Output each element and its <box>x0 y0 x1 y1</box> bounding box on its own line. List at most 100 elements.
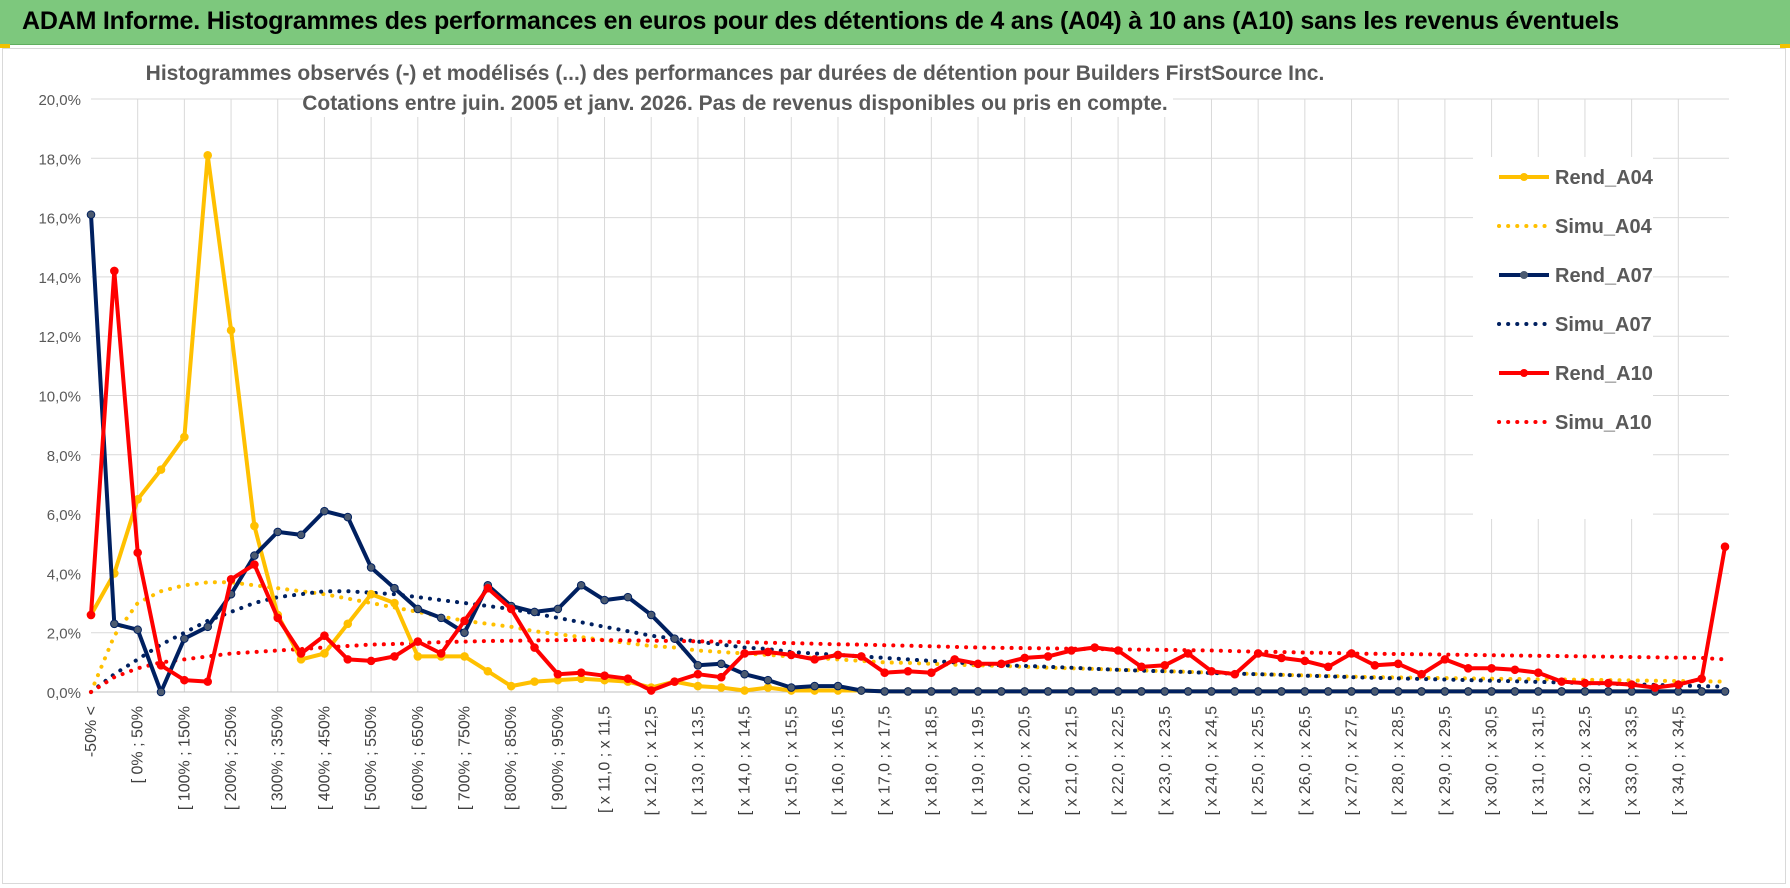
data-point-rend-a04 <box>390 598 399 608</box>
data-point-rend-a04 <box>366 589 376 599</box>
x-tick-label: [ x 19,0 ; x 19,5 <box>970 706 987 816</box>
data-point-rend-a10 <box>1487 663 1496 673</box>
y-tick-label: 20,0% <box>38 92 81 109</box>
x-tick-label: [ x 15,0 ; x 15,5 <box>783 706 800 816</box>
data-point-rend-a10 <box>1207 666 1216 676</box>
data-point-rend-a07 <box>180 634 189 643</box>
legend-box <box>1473 157 1653 519</box>
data-point-rend-a10 <box>366 656 376 666</box>
data-point-rend-a10 <box>390 652 399 661</box>
data-point-rend-a04 <box>530 677 539 686</box>
x-tick-label: [ x 23,0 ; x 23,5 <box>1157 706 1174 816</box>
data-point-rend-a10 <box>880 668 889 678</box>
data-point-rend-a04 <box>413 652 423 661</box>
x-tick-label: [ x 11,0 ; x 11,5 <box>597 706 614 813</box>
data-point-rend-a10 <box>1137 662 1146 672</box>
x-tick-label: [ 200% ; 250% <box>223 706 240 810</box>
x-tick-label: [ 600% ; 650% <box>410 706 427 810</box>
data-point-rend-a10 <box>1253 649 1263 658</box>
data-point-rend-a04 <box>716 683 726 692</box>
data-point-rend-a04 <box>483 666 493 676</box>
data-point-rend-a04 <box>203 151 213 160</box>
data-point-rend-a07 <box>1323 687 1333 696</box>
data-point-rend-a10 <box>320 631 329 640</box>
data-point-rend-a10 <box>716 672 726 682</box>
data-point-rend-a10 <box>110 266 119 276</box>
data-point-rend-a07 <box>460 628 469 638</box>
legend-label-rend-a04: Rend_A04 <box>1555 167 1654 189</box>
data-point-rend-a10 <box>950 655 959 664</box>
data-point-rend-a04 <box>320 649 329 658</box>
data-point-rend-a07 <box>1510 687 1520 696</box>
data-point-rend-a10 <box>203 677 213 686</box>
x-tick-label: [ 300% ; 350% <box>270 706 287 810</box>
series-lines <box>86 151 1730 697</box>
y-tick-label: 18,0% <box>38 151 81 168</box>
data-point-rend-a10 <box>1510 665 1520 675</box>
data-point-rend-a07 <box>576 580 586 590</box>
data-point-rend-a10 <box>413 637 423 646</box>
data-point-rend-a07 <box>343 512 353 522</box>
data-point-rend-a07 <box>1300 687 1310 696</box>
data-point-rend-a10 <box>1067 646 1076 655</box>
data-point-rend-a10 <box>530 643 539 652</box>
data-point-rend-a10 <box>506 604 516 614</box>
series-line-simu-a04 <box>89 580 1727 694</box>
data-point-rend-a10 <box>670 677 679 686</box>
report-banner: ADAM Informe. Histogrammes des performan… <box>0 0 1790 45</box>
data-point-rend-a10 <box>436 649 446 658</box>
data-point-rend-a07 <box>1347 687 1356 696</box>
x-tick-label: [ 800% ; 850% <box>503 706 520 810</box>
data-point-rend-a10 <box>1417 669 1426 679</box>
series-line-simu-a07 <box>89 589 1727 694</box>
chart-area: 0,0% 2,0% 4,0% 6,0% 8,0% 10,0% 12,0% 14,0% 16,0%… <box>2 48 1786 884</box>
data-point-rend-a07 <box>716 659 726 669</box>
x-tick-label: [ x 34,0 ; x 34,5 <box>1670 706 1687 816</box>
data-point-rend-a07 <box>1463 687 1473 696</box>
data-point-rend-a10 <box>810 655 819 664</box>
data-point-rend-a07 <box>600 595 609 605</box>
x-tick-label: -50% < <box>83 706 100 757</box>
data-point-rend-a07 <box>366 563 376 572</box>
y-axis-ticks: 0,0% 2,0% 4,0% 6,0% 8,0% 10,0% 12,0% 14,0% 16,0%… <box>38 92 81 702</box>
legend-marker-rend-a04 <box>1520 173 1528 181</box>
data-point-rend-a10 <box>1160 661 1170 670</box>
legend-label-simu-a10: Simu_A10 <box>1555 412 1652 434</box>
data-point-rend-a07 <box>1090 687 1100 696</box>
data-point-rend-a07 <box>1137 687 1146 696</box>
data-point-rend-a07 <box>1720 687 1730 696</box>
legend-label-rend-a07: Rend_A07 <box>1555 265 1653 287</box>
data-point-rend-a07 <box>390 583 399 593</box>
data-point-rend-a07 <box>413 604 423 614</box>
y-tick-label: 16,0% <box>38 211 81 228</box>
data-point-rend-a07 <box>786 683 796 692</box>
legend-label-simu-a04: Simu_A04 <box>1555 216 1653 238</box>
data-point-rend-a10 <box>273 613 283 623</box>
data-point-rend-a07 <box>1183 687 1193 696</box>
data-point-rend-a10 <box>1580 678 1590 688</box>
x-tick-label: [ x 27,0 ; x 27,5 <box>1344 706 1361 816</box>
data-point-rend-a10 <box>786 650 796 660</box>
legend: Rend_A04 Simu_A04 Rend_A07 Simu_A07 Rend_A10… <box>1473 157 1654 519</box>
legend-label-rend-a10: Rend_A10 <box>1555 363 1653 385</box>
data-point-rend-a10 <box>1347 649 1356 658</box>
data-point-rend-a10 <box>763 647 773 657</box>
data-point-rend-a07 <box>436 613 446 623</box>
data-point-rend-a10 <box>180 675 189 685</box>
data-point-rend-a07 <box>530 607 539 617</box>
data-point-rend-a10 <box>693 669 703 679</box>
data-point-rend-a07 <box>740 669 749 679</box>
data-point-rend-a10 <box>1113 646 1123 655</box>
x-tick-label: [ 700% ; 750% <box>456 706 473 810</box>
x-tick-label: [ 500% ; 550% <box>363 706 380 810</box>
data-point-rend-a07 <box>973 687 983 696</box>
data-point-rend-a07 <box>296 530 306 540</box>
data-point-rend-a07 <box>1043 687 1053 696</box>
x-tick-label: [ x 26,0 ; x 26,5 <box>1297 706 1314 816</box>
data-point-rend-a07 <box>646 610 656 620</box>
data-point-rend-a04 <box>506 681 516 691</box>
data-point-rend-a07 <box>1533 687 1543 696</box>
data-point-rend-a10 <box>86 610 96 620</box>
y-tick-label: 4,0% <box>47 566 81 583</box>
data-point-rend-a07 <box>1207 687 1216 696</box>
